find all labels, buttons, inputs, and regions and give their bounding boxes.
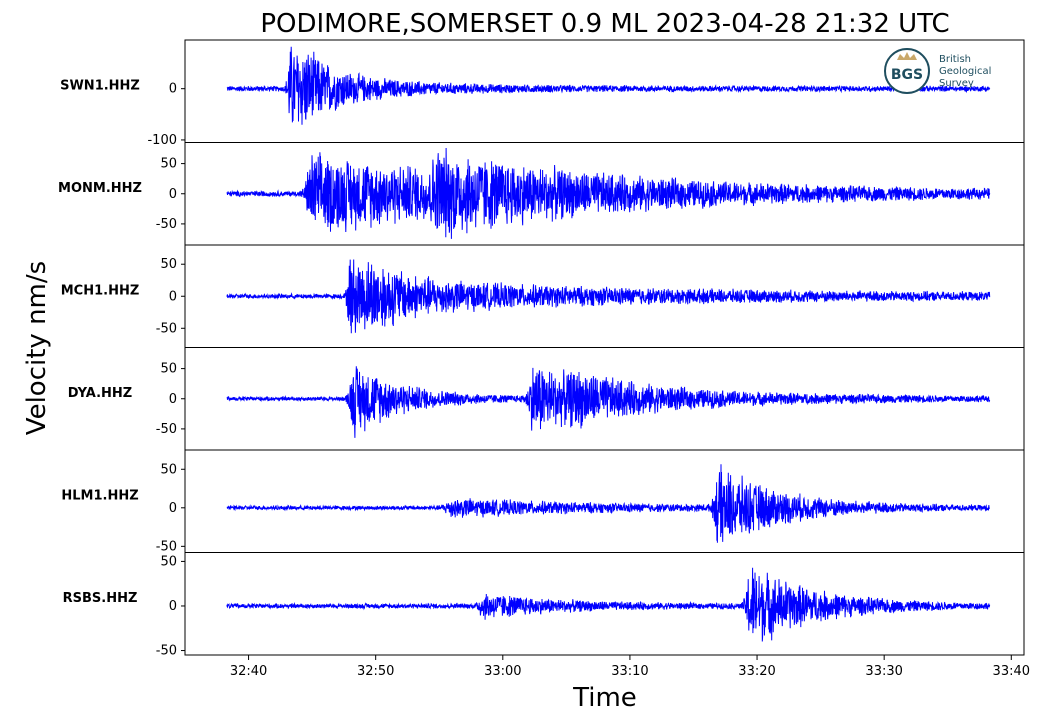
panel-2: 50 0 -50 MCH1.HHZ [61,244,1025,348]
y-tick-label: 0 [169,289,177,304]
y-tick-label: 50 [160,362,177,377]
trace-monm-hhz [226,147,991,239]
trace-swn1-hhz [226,46,991,125]
y-tick-label: -50 [156,321,177,336]
station-label: DYA.HHZ [68,386,132,401]
chart-title: PODIMORE,SOMERSET 0.9 ML 2023-04-28 21:3… [260,9,949,39]
panels-group: 0 -100 SWN1.HHZ 50 0 -50 MONM.HHZ 50 0 -50 MCH1.HH… [58,39,1025,659]
y-tick-label: 0 [169,82,177,97]
station-label: MONM.HHZ [58,181,142,196]
y-axis-label: Velocity nm/s [22,261,52,435]
x-tick-label: 32:50 [357,664,394,679]
panel-1: 50 0 -50 MONM.HHZ [58,142,1025,246]
trace-mch1-hhz [226,259,991,334]
panel-5: 50 0 -50 RSBS.HHZ [63,552,1025,659]
panel-0: 0 -100 SWN1.HHZ [60,39,1025,148]
logo-text-line1: British [939,54,971,65]
y-tick-label: 0 [169,187,177,202]
logo-badge: BGS [891,67,923,83]
y-tick-label: 50 [160,462,177,477]
y-tick-label: -50 [156,539,177,554]
y-tick-label: 0 [169,501,177,516]
y-tick-label: -100 [147,133,177,148]
x-tick-label: 33:30 [865,664,902,679]
trace-dya-hhz [226,366,991,438]
x-tick-label: 32:40 [230,664,267,679]
x-tick-label: 33:10 [611,664,648,679]
y-tick-label: 50 [160,257,177,272]
y-tick-label: 0 [169,392,177,407]
bgs-logo: BGS British Geological Survey [884,48,991,94]
x-tick-label: 33:00 [484,664,521,679]
panel-3: 50 0 -50 DYA.HHZ [68,347,1025,451]
y-tick-label: -50 [156,217,177,232]
trace-hlm1-hhz [226,464,991,543]
x-tick-label: 33:40 [993,664,1030,679]
station-label: HLM1.HHZ [61,488,138,503]
station-label: SWN1.HHZ [60,78,140,93]
trace-rsbs-hhz [226,567,991,642]
station-label: MCH1.HHZ [61,283,140,298]
logo-ring [884,48,930,94]
y-tick-label: -50 [156,644,177,659]
x-axis: 32:40 32:50 33:00 33:10 33:20 33:30 33:40 [230,655,1030,679]
x-axis-label: Time [572,683,637,713]
y-tick-label: 50 [160,157,177,172]
logo-text-line2: Geological [939,66,991,77]
panel-4: 50 0 -50 HLM1.HHZ [61,449,1025,554]
y-tick-label: -50 [156,422,177,437]
y-tick-label: 0 [169,599,177,614]
logo-text-line3: Survey [939,78,974,89]
crown-icon [897,52,917,60]
panel-frame [184,552,1025,656]
station-label: RSBS.HHZ [63,591,138,606]
x-tick-label: 33:20 [738,664,775,679]
y-tick-label: 50 [160,554,177,569]
panel-frame [184,449,1025,553]
